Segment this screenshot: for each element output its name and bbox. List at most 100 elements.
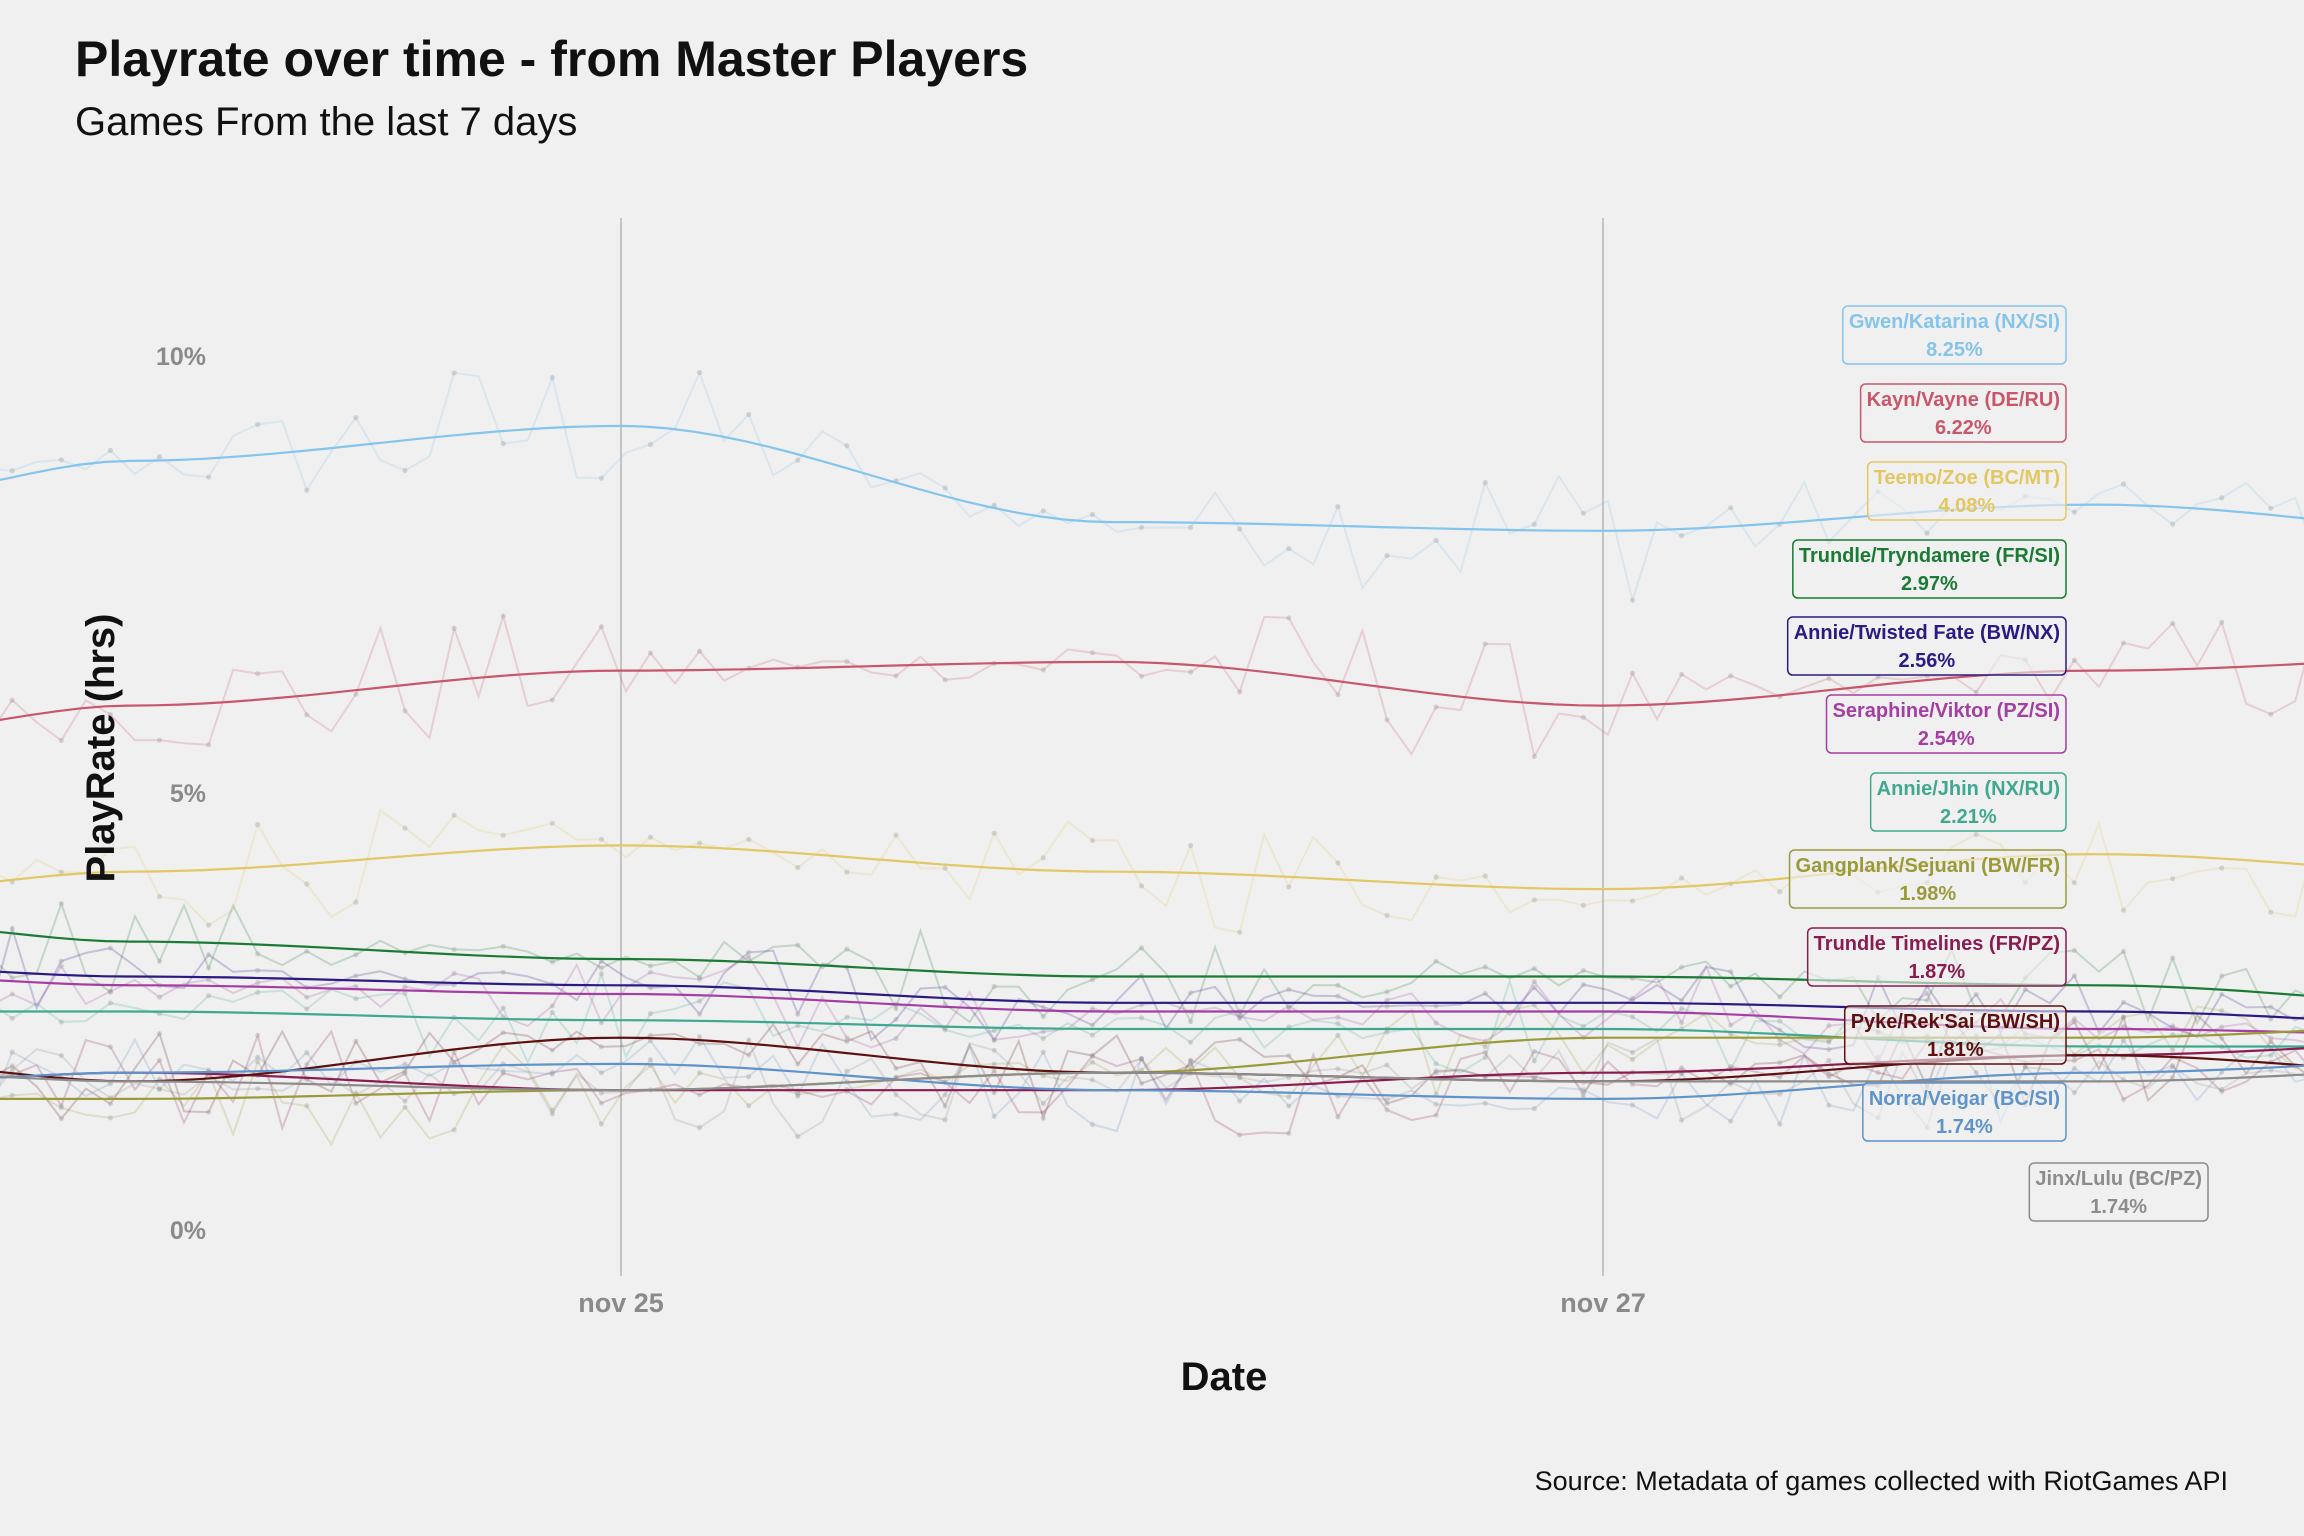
series-2-raw-point xyxy=(402,825,408,831)
series-11-raw-point xyxy=(991,1047,997,1053)
series-1-raw-point xyxy=(304,712,310,718)
series-11-raw-point xyxy=(549,1111,555,1117)
series-10-raw-point xyxy=(1138,1055,1145,1061)
series-0-raw-point xyxy=(255,421,261,427)
series-2-smooth-line xyxy=(0,844,2304,891)
series-9-label-name: Pyke/Rek'Sai (BW/SH) xyxy=(1851,1011,2060,1033)
series-6-raw-point xyxy=(304,1006,310,1012)
series-1-label-box xyxy=(1859,383,2067,443)
series-1-raw-point xyxy=(58,737,64,744)
series-6-raw-point xyxy=(255,989,261,996)
series-0-raw-point xyxy=(1679,533,1685,539)
series-1-raw-point xyxy=(1629,670,1636,676)
series-2-raw-point xyxy=(1286,884,1292,890)
series-2-raw-point xyxy=(1629,898,1636,904)
series-5-label-box xyxy=(1825,694,2067,754)
series-9-raw-point xyxy=(9,1063,15,1069)
series-3-raw-point xyxy=(304,948,310,954)
series-8-raw-point xyxy=(402,1070,408,1076)
series-11-raw-point xyxy=(893,1092,899,1098)
series-6-raw-point xyxy=(402,990,408,997)
series-7-raw-point xyxy=(1482,1044,1488,1050)
series-4-label-name: Annie/Twisted Fate (BW/NX) xyxy=(1794,622,2060,644)
series-1-raw-point xyxy=(893,673,899,679)
series-9-raw-point xyxy=(1138,1080,1145,1086)
chart-subtitle: Games From the last 7 days xyxy=(75,100,578,144)
series-4-raw-point xyxy=(58,958,64,964)
series-5-raw-point xyxy=(304,994,310,1000)
series-11-raw-point xyxy=(1040,1101,1046,1107)
series-8-raw-point xyxy=(304,1061,310,1067)
series-1-raw-point xyxy=(1531,753,1537,760)
series-7-raw-point xyxy=(9,1092,15,1098)
series-1-smooth-line xyxy=(0,660,2304,721)
series-8-raw-point xyxy=(1335,1114,1341,1120)
series-4-raw-point xyxy=(1384,1003,1390,1009)
series-4-raw-point xyxy=(2219,991,2225,997)
series-7-raw-point xyxy=(107,1115,113,1121)
series-9-raw-point xyxy=(1433,1068,1439,1074)
series-1-raw-point xyxy=(107,711,113,718)
series-10-raw-point xyxy=(1728,1118,1734,1124)
series-6-raw-point xyxy=(844,1014,850,1020)
series-8-raw-point xyxy=(1040,1109,1046,1115)
series-8-raw-point xyxy=(451,1049,457,1055)
series-0-raw-line xyxy=(0,369,2304,604)
series-10-label-name: Norra/Veigar (BC/SI) xyxy=(1869,1088,2060,1110)
series-5-label: Seraphine/Viktor (PZ/SI) 2.54% xyxy=(1825,694,2067,754)
series-1-raw-point xyxy=(353,691,359,697)
series-7-raw-point xyxy=(402,1104,408,1110)
series-5-raw-point xyxy=(2071,1016,2077,1022)
series-2-raw-point xyxy=(451,812,457,818)
series-4-raw-point xyxy=(942,984,948,990)
series-8-raw-point xyxy=(549,1069,555,1075)
series-2-raw-point xyxy=(991,830,997,836)
series-8-raw-point xyxy=(1286,1130,1292,1136)
series-10-raw-point xyxy=(2170,1062,2176,1069)
x-axis-title: Date xyxy=(1181,1355,1268,1399)
series-3-raw-point xyxy=(2170,955,2176,961)
series-7-raw-line xyxy=(0,1003,2304,1147)
series-8-raw-point xyxy=(1777,1074,1783,1080)
series-3-raw-point xyxy=(598,965,605,971)
series-9-raw-point xyxy=(1089,1052,1095,1059)
series-1-raw-point xyxy=(1237,689,1243,695)
series-1-raw-point xyxy=(402,708,408,714)
series-6-raw-point xyxy=(1089,1032,1095,1038)
series-5-raw-point xyxy=(549,1003,555,1009)
series-2-raw-point xyxy=(107,847,113,853)
series-8-label-name: Trundle Timelines (FR/PZ) xyxy=(1814,933,2060,955)
series-9-raw-point xyxy=(893,1065,899,1071)
series-7-raw-point xyxy=(451,1127,457,1133)
series-7-smooth-line xyxy=(0,1029,2304,1101)
series-9-raw-point xyxy=(991,1090,997,1096)
series-10-raw-point xyxy=(549,1071,555,1077)
series-4-raw-point xyxy=(1826,1046,1832,1052)
series-2-raw-point xyxy=(2071,880,2077,886)
series-11-raw-point xyxy=(2022,1064,2028,1071)
series-10-raw-point xyxy=(893,1111,899,1117)
series-5-raw-point xyxy=(598,1020,605,1026)
series-10-raw-point xyxy=(9,1049,15,1055)
series-8-raw-point xyxy=(1629,1081,1636,1087)
series-10-label: Norra/Veigar (BC/SI) 1.74% xyxy=(1862,1082,2067,1142)
series-1-raw-point xyxy=(1433,704,1439,710)
series-9-raw-point xyxy=(1728,1081,1734,1087)
series-0-raw-point xyxy=(206,474,212,480)
series-10-raw-point xyxy=(697,1034,703,1040)
series-8-smooth-line xyxy=(0,1047,2304,1092)
series-0-raw-point xyxy=(1089,511,1095,518)
series-1-raw-point xyxy=(1482,641,1488,647)
series-4-raw-point xyxy=(2022,986,2028,993)
series-5-raw-point xyxy=(746,954,752,960)
series-9-raw-point xyxy=(942,1103,948,1109)
series-8-raw-point xyxy=(500,1070,506,1076)
y-tick-label: 0% xyxy=(170,1217,206,1245)
series-9-raw-point xyxy=(549,1047,555,1053)
series-0-raw-point xyxy=(1433,537,1439,544)
series-3-raw-point xyxy=(1040,1013,1046,1020)
series-6-raw-point xyxy=(991,1028,997,1034)
series-1-raw-point xyxy=(1384,717,1390,723)
series-4-raw-point xyxy=(697,1011,703,1017)
series-2-raw-point xyxy=(2170,876,2176,882)
